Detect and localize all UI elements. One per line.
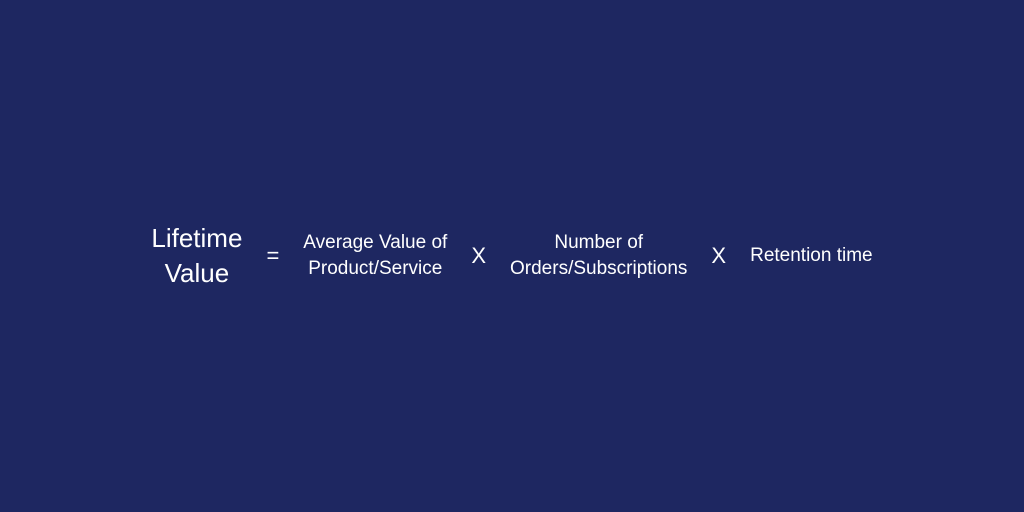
ltv-formula: Lifetime Value = Average Value of Produc…: [0, 221, 1024, 291]
result-line2: Value: [151, 256, 242, 291]
result-line1: Lifetime: [151, 221, 242, 256]
multiply-operator: X: [711, 243, 726, 269]
factor-avg-value: Average Value of Product/Service: [303, 230, 447, 281]
factor-line1: Number of: [510, 230, 687, 256]
equals-operator: =: [266, 243, 279, 269]
factor-orders: Number of Orders/Subscriptions: [510, 230, 687, 281]
multiply-operator: X: [471, 243, 486, 269]
factor-retention: Retention time: [750, 243, 873, 269]
factor-line1: Retention time: [750, 243, 873, 269]
formula-result: Lifetime Value: [151, 221, 242, 291]
factor-line1: Average Value of: [303, 230, 447, 256]
factor-line2: Product/Service: [303, 256, 447, 282]
factor-line2: Orders/Subscriptions: [510, 256, 687, 282]
